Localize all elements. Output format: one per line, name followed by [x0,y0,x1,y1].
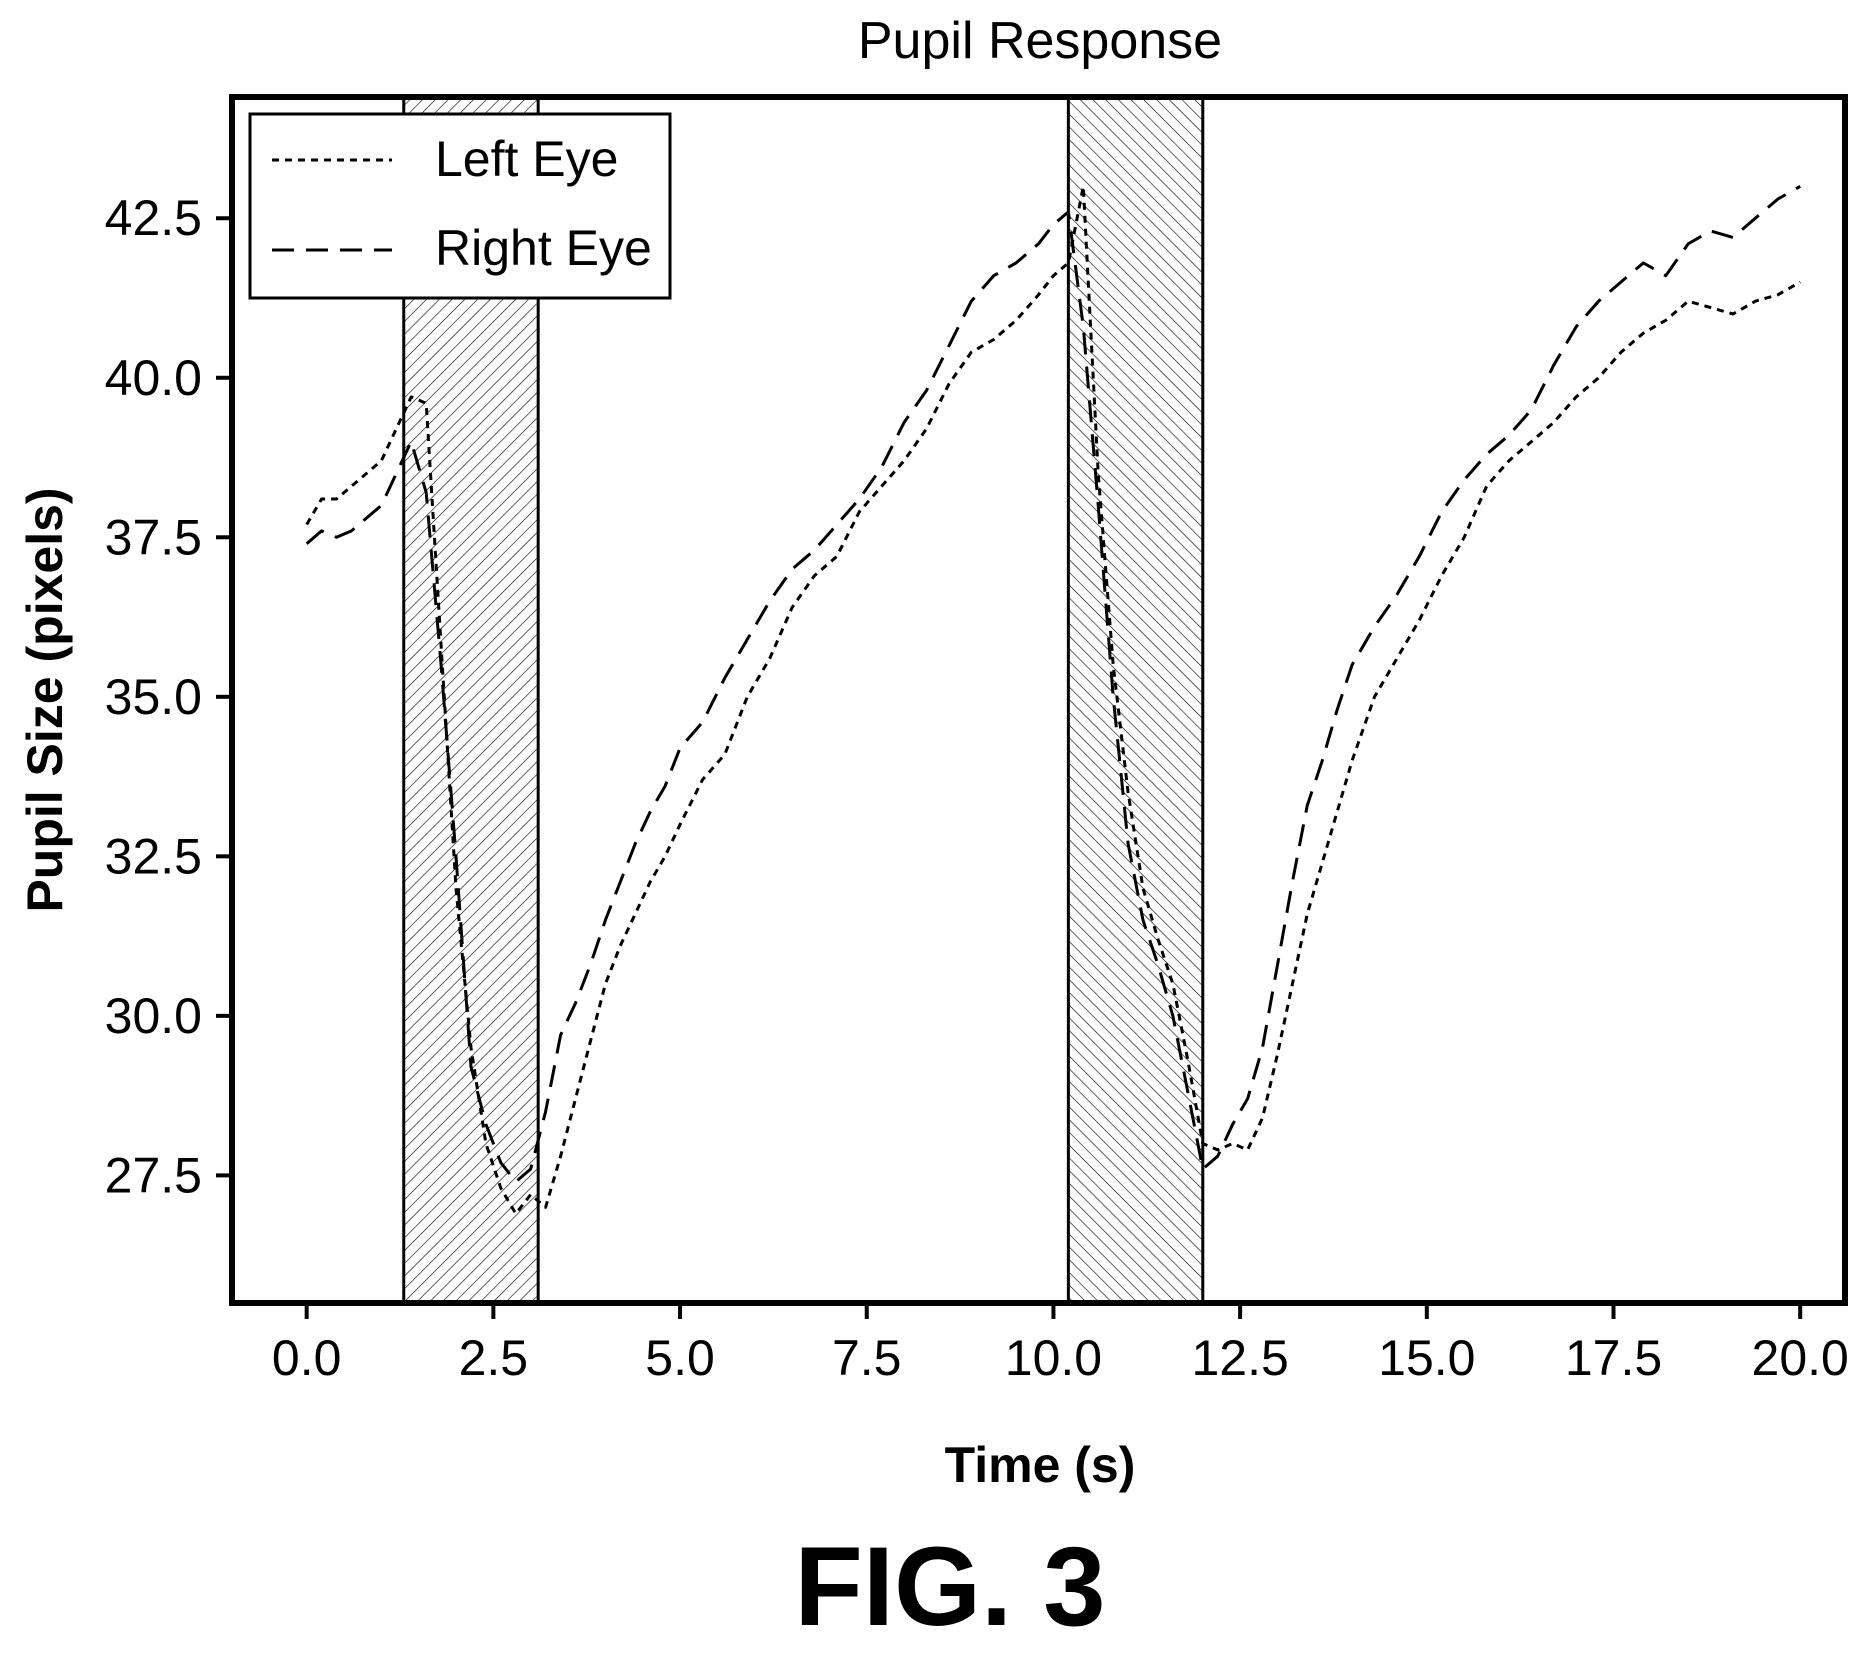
x-tick-label-3: 7.5 [832,1330,902,1386]
y-tick-label-4: 37.5 [105,509,202,565]
x-tick-label-0: 0.0 [272,1330,342,1386]
series-line-left-eye [305,184,1801,1216]
y-tick-label-2: 32.5 [105,828,202,884]
figure-label: FIG. 3 [794,1524,1105,1649]
x-axis-label: Time (s) [945,1437,1136,1493]
x-tick-label-2: 5.0 [645,1330,715,1386]
y-tick-label-6: 42.5 [105,190,202,246]
legend: Left Eye Right Eye [248,112,672,300]
x-axis: 0.0 2.5 5.0 7.5 10.0 12.5 15.0 17.5 20.0 [272,1303,1849,1386]
x-tick-label-1: 2.5 [459,1330,529,1386]
y-tick-label-1: 30.0 [105,988,202,1044]
x-tick-label-6: 15.0 [1378,1330,1475,1386]
y-axis-label: Pupil Size (pixels) [17,487,73,912]
y-axis: 27.5 30.0 32.5 35.0 37.5 40.0 42.5 [105,190,232,1203]
stimulus-interval-2 [1068,97,1203,1303]
series-line-right-eye [305,184,1801,1184]
legend-box [248,112,672,300]
x-tick-label-7: 17.5 [1565,1330,1662,1386]
x-tick-label-8: 20.0 [1752,1330,1849,1386]
chart-title: Pupil Response [858,12,1222,70]
y-tick-label-0: 27.5 [105,1147,202,1203]
x-tick-label-4: 10.0 [1005,1330,1102,1386]
y-tick-label-5: 40.0 [105,350,202,406]
y-tick-label-3: 35.0 [105,669,202,725]
series-lines [305,184,1801,1216]
x-tick-label-5: 12.5 [1191,1330,1288,1386]
plot-area [229,94,1848,1306]
legend-left-eye-label: Left Eye [435,131,618,187]
legend-right-eye-label: Right Eye [435,220,652,276]
